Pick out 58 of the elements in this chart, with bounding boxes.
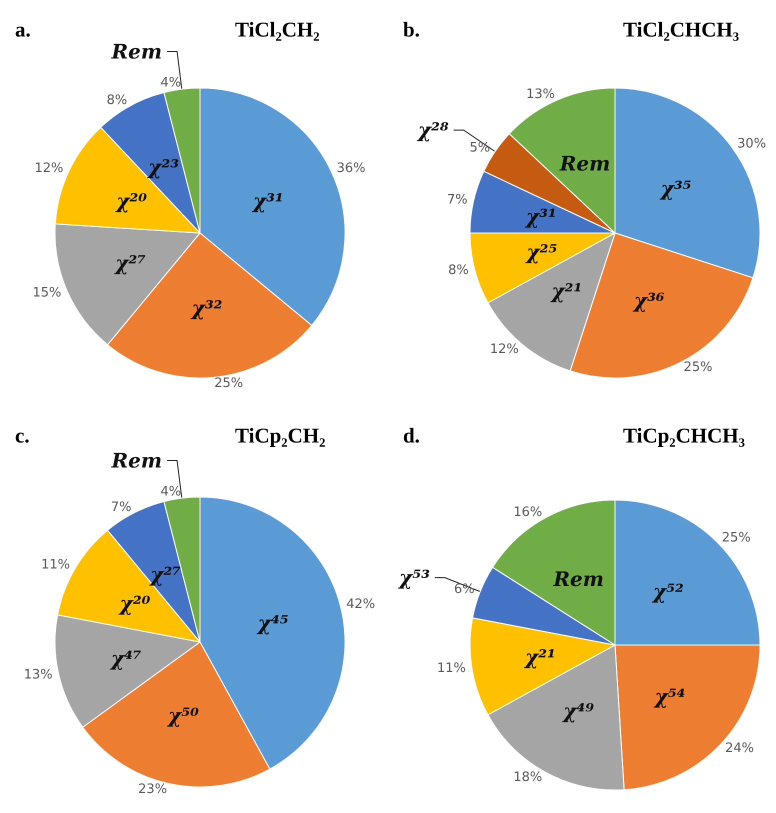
data-label: 6% — [454, 582, 475, 597]
data-label: 15% — [32, 285, 62, 300]
data-label: 24% — [725, 740, 754, 756]
data-label: 25% — [722, 530, 751, 546]
slice-label: χ⁴⁹ — [561, 699, 594, 724]
data-label: 18% — [513, 770, 542, 785]
slice-label: χ²⁰ — [118, 592, 151, 616]
slice-label: χ²¹ — [550, 279, 582, 304]
text: c. — [15, 424, 30, 448]
slice-label: Rem — [110, 39, 162, 64]
data-label: 23% — [138, 782, 168, 797]
data-label: 25% — [214, 376, 244, 391]
slice-label: χ³¹ — [250, 188, 284, 213]
data-label: 8% — [106, 93, 128, 108]
slice-label: Rem — [558, 152, 610, 176]
data-label: 7% — [447, 192, 468, 208]
data-label: 4% — [160, 484, 182, 500]
slice-label: Rem — [552, 566, 604, 591]
slice-label: χ²¹ — [523, 644, 556, 669]
chart-title: TiCl₂CH₂ — [235, 18, 320, 42]
slice-label: χ²⁵ — [524, 240, 558, 264]
data-label: 11% — [436, 661, 466, 676]
data-label: 7% — [110, 500, 132, 515]
chart-title: TiCl₂CHCH₃ — [623, 18, 740, 42]
slice-label: χ²⁰ — [114, 188, 148, 213]
slice-label: χ²³ — [146, 154, 180, 179]
slice-label: χ⁵⁰ — [166, 704, 200, 728]
data-label: 4% — [160, 76, 182, 91]
slice-label: χ³⁶ — [632, 288, 665, 312]
slice-label: χ²⁷ — [113, 250, 146, 275]
slice-label: Rem — [110, 448, 162, 472]
text: b. — [403, 18, 420, 42]
slice-label: χ⁴⁵ — [256, 611, 289, 636]
data-label: 12% — [34, 161, 64, 176]
data-label: 16% — [513, 505, 542, 520]
slice-label: χ⁵³ — [397, 566, 430, 590]
data-label: 5% — [469, 140, 490, 156]
slice-label: χ²⁸ — [416, 118, 449, 142]
data-label: 42% — [346, 596, 376, 612]
chart-title: TiCp₂CHCH₃ — [623, 424, 745, 448]
data-label: 12% — [490, 342, 519, 357]
data-label: 8% — [448, 263, 469, 278]
data-label: 36% — [336, 161, 366, 176]
data-label: 13% — [526, 86, 556, 102]
slice-label: χ³⁵ — [658, 176, 692, 201]
slice-label: χ²⁷ — [148, 562, 182, 587]
text: a. — [15, 18, 31, 42]
data-label: 13% — [24, 667, 53, 682]
slice-label: χ³¹ — [524, 204, 557, 229]
data-label: 11% — [41, 558, 70, 573]
slice-label: χ⁵⁴ — [652, 684, 686, 709]
text: d. — [403, 424, 420, 448]
data-label: 25% — [684, 360, 712, 376]
chart-title: TiCp₂CH₂ — [235, 424, 326, 448]
slice-label: χ⁵² — [651, 580, 684, 604]
data-label: 30% — [737, 136, 766, 152]
slice-label: χ⁴⁷ — [108, 646, 142, 670]
slice-label: χ³² — [190, 296, 223, 320]
